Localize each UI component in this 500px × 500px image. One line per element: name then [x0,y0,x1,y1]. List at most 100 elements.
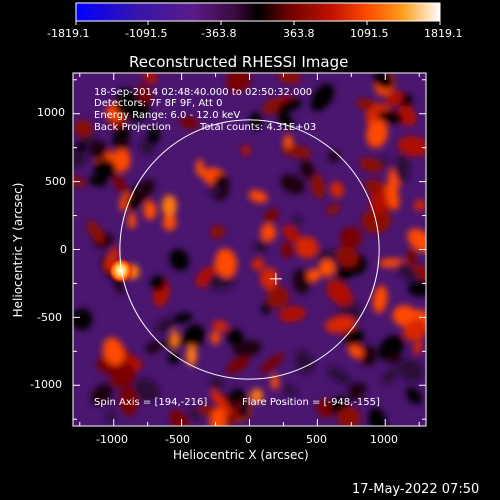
noise-blob [249,111,262,131]
noise-blob [385,353,402,364]
noise-blob [299,159,315,179]
noise-blob [91,383,113,406]
y-tick-label: -1000 [30,378,62,391]
noise-blob [154,317,176,334]
colorbar-tick-label: -1819.1 [47,27,90,40]
noise-blob [74,119,93,137]
noise-blob [359,157,383,172]
bright-blob [210,331,221,345]
noise-blob [225,356,250,374]
noise-blob [335,246,359,267]
noise-blob [310,83,335,112]
noise-blob [369,190,392,214]
noise-blob [110,363,136,389]
noise-blob [115,97,133,118]
noise-blob [93,159,117,179]
colorbar-tick-label: 363.8 [283,27,315,40]
total-counts-label: Total counts: 4.31E+03 [200,122,317,133]
noise-blob [395,153,410,184]
colorbar-tick-label: 1091.5 [350,27,389,40]
noise-blob [261,303,271,315]
noise-blob [368,407,388,426]
noise-blob [382,366,399,386]
noise-blob [212,320,229,332]
noise-blob [253,239,268,254]
noise-blob [311,174,325,199]
x-tick-label: -1000 [96,433,128,446]
noise-blob [209,407,229,426]
y-tick-label: -500 [37,311,62,324]
time-range-label: 18-Sep-2014 02:48:40.000 to 02:50:32.000 [94,87,313,98]
spin-axis-label: Spin Axis = [194,-216] [94,397,208,408]
noise-blob [173,312,193,323]
noise-blob [295,350,314,374]
colorbar-tick-label: -363.8 [201,27,237,40]
bright-blob [143,200,157,220]
noise-blob [73,308,93,331]
noise-blob [279,98,302,112]
noise-blob [73,174,86,188]
noise-blob [292,268,310,294]
noise-blob [167,352,180,364]
colorbar [75,2,441,25]
noise-blob [76,142,86,153]
noise-blob [280,174,305,194]
noise-blob [292,215,303,226]
solar-limb-circle [119,119,380,380]
noise-blob [207,186,223,196]
noise-blob [324,316,357,334]
noise-blob [147,125,160,145]
colorbar-tick-label: -1091.5 [125,27,168,40]
noise-blob [180,116,199,129]
bright-blob [186,344,197,366]
noise-blob [385,181,400,210]
noise-blob [337,407,361,426]
render-date: 17-May-2022 07:50 [352,482,480,497]
noise-blob [248,190,268,203]
noise-blob [295,236,319,259]
noise-blob [132,378,160,403]
noise-blob [405,387,423,405]
noise-blob [326,280,353,306]
noise-blob [137,83,153,104]
noise-blob [385,90,403,107]
noise-blob [260,223,277,242]
noise-blob [373,73,394,89]
noise-blob [139,139,154,156]
noise-blob [169,248,189,271]
y-axis-title: Heliocentric Y (arcsec) [11,182,25,318]
spin-axis-marker [269,272,282,285]
detectors-label: Detectors: 7F 8F 9F, Att 0 [94,98,223,109]
x-tick-label: 0 [245,433,252,446]
noise-blob [282,384,298,397]
bright-blob [161,195,177,217]
colorbar-gradient [75,2,441,22]
noise-blob [237,401,251,420]
noise-blob [119,387,139,416]
noise-blob [348,344,364,359]
noise-blob [398,358,424,383]
y-tick-label: 500 [45,175,66,188]
noise-blob [260,267,278,290]
x-axis-title: Heliocentric X (arcsec) [173,448,309,462]
noise-blob [264,208,279,222]
noise-blob [252,258,265,271]
bright-blob [270,374,279,390]
noise-blob [226,73,251,93]
noise-blob [262,98,282,115]
x-tick-label: 1000 [370,433,398,446]
flare-hotspot [107,257,134,284]
colorbar-tick-label: 1819.1 [424,27,463,40]
noise-blob [358,345,378,366]
noise-blob [326,203,341,215]
noise-blob [282,225,300,243]
noise-blob [259,353,285,373]
noise-blob [396,261,418,283]
noise-blob [104,247,119,272]
noise-blob [403,318,426,342]
noise-blob [347,382,366,400]
bright-blob [162,214,177,231]
noise-blob [356,98,376,110]
bright-blob [195,159,204,177]
noise-blob [397,136,426,157]
